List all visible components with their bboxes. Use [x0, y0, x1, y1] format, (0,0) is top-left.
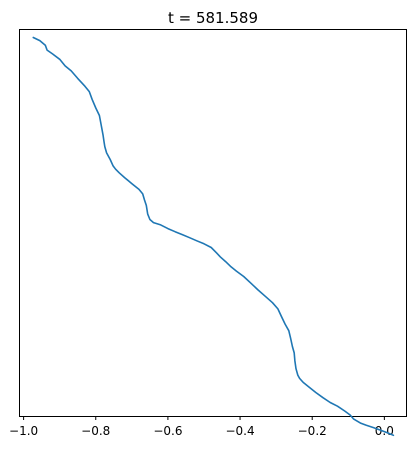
plot-area [32, 36, 395, 437]
plot-frame [19, 29, 407, 417]
x-tick-label: −0.4 [225, 424, 254, 438]
x-tick-label: −0.8 [81, 424, 110, 438]
x-tick-label: −0.6 [153, 424, 182, 438]
chart-title: t = 581.589 [168, 9, 258, 27]
series-line [32, 36, 395, 437]
x-axis: −1.0 −0.8 −0.6 −0.4 −0.2 0.0 [9, 416, 394, 438]
x-tick-label: −0.2 [298, 424, 327, 438]
x-tick-label: −1.0 [9, 424, 38, 438]
